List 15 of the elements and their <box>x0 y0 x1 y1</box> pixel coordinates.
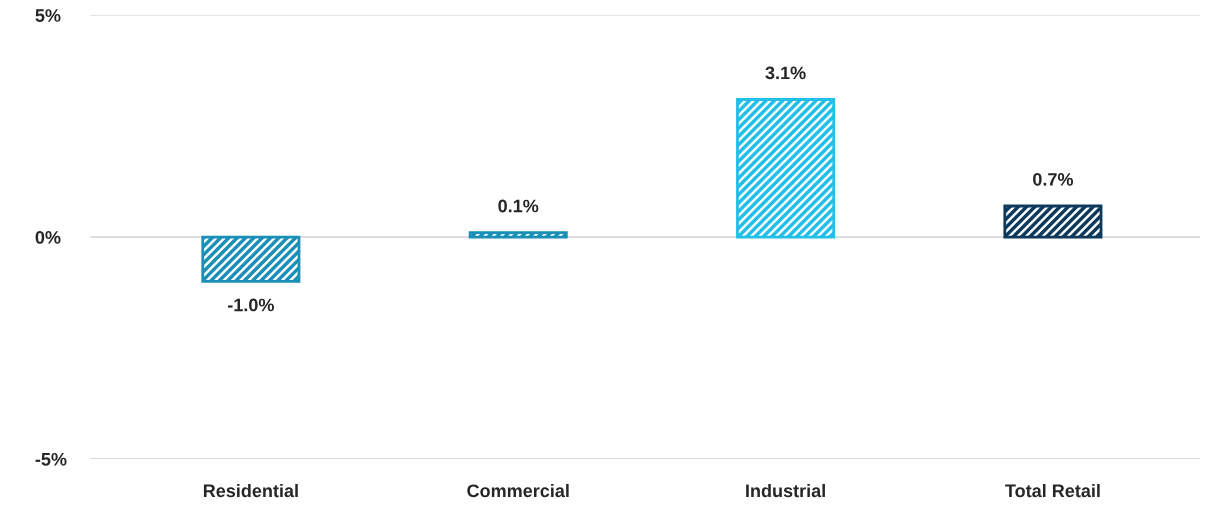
data-label: 3.1% <box>765 66 806 80</box>
bar <box>1003 204 1103 239</box>
data-label: -1.0% <box>227 298 274 312</box>
data-label: 0.1% <box>498 199 539 213</box>
bar <box>201 235 301 283</box>
data-label: 0.7% <box>1033 172 1074 186</box>
bar <box>736 98 836 239</box>
y-tick-label: 5% <box>35 9 61 22</box>
x-tick-label: Industrial <box>746 483 825 498</box>
bar <box>468 231 568 239</box>
y-tick-label: 0% <box>35 231 61 244</box>
x-tick-label: Commercial <box>467 483 569 498</box>
x-tick-label: Total Retail <box>1005 483 1100 498</box>
y-tick-label: -5% <box>35 452 67 466</box>
x-tick-label: Residential <box>203 483 298 498</box>
